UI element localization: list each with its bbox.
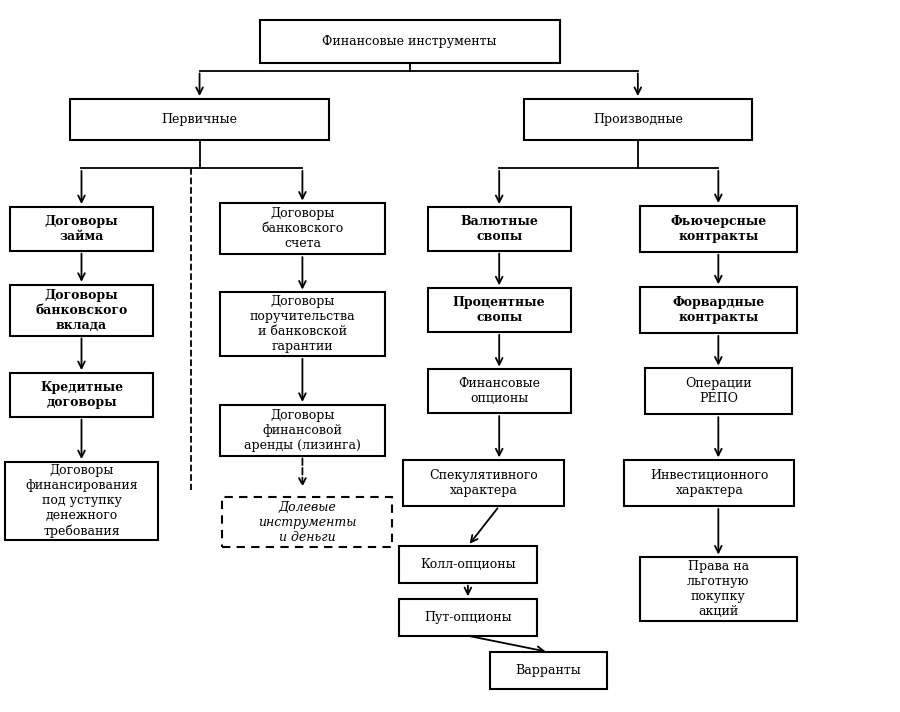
FancyBboxPatch shape [399,599,537,636]
Text: Первичные: Первичные [162,112,238,126]
FancyBboxPatch shape [640,287,796,333]
FancyBboxPatch shape [644,368,792,414]
FancyBboxPatch shape [220,404,385,456]
FancyBboxPatch shape [260,21,560,63]
FancyBboxPatch shape [222,496,392,548]
FancyBboxPatch shape [491,652,607,689]
Text: Производные: Производные [593,112,683,126]
FancyBboxPatch shape [428,288,571,332]
FancyBboxPatch shape [10,285,153,335]
Text: Договоры
финансирования
под уступку
денежного
требования: Договоры финансирования под уступку дене… [25,464,138,538]
FancyBboxPatch shape [640,206,796,252]
Text: Фьючерсные
контракты: Фьючерсные контракты [670,215,767,243]
Text: Финансовые
опционы: Финансовые опционы [458,377,540,405]
Text: Кредитные
договоры: Кредитные договоры [40,381,123,409]
FancyBboxPatch shape [220,204,385,254]
Text: Форвардные
контракты: Форвардные контракты [672,296,764,324]
Text: Спекулятивного
характера: Спекулятивного характера [429,469,538,497]
Text: Валютные
свопы: Валютные свопы [460,215,538,243]
FancyBboxPatch shape [403,460,564,506]
FancyBboxPatch shape [10,207,153,251]
FancyBboxPatch shape [428,207,571,251]
FancyBboxPatch shape [524,99,752,140]
Text: Инвестиционного
характера: Инвестиционного характера [650,469,769,497]
Text: Пут-опционы: Пут-опционы [424,611,512,624]
FancyBboxPatch shape [399,546,537,582]
Text: Договоры
займа: Договоры займа [45,215,118,243]
Text: Договоры
банковского
счета: Договоры банковского счета [261,207,344,251]
FancyBboxPatch shape [5,462,158,540]
Text: Договоры
банковского
вклада: Договоры банковского вклада [35,288,128,332]
FancyBboxPatch shape [625,460,795,506]
Text: Права на
льготную
покупку
акций: Права на льготную покупку акций [687,560,750,618]
Text: Варранты: Варранты [516,664,581,677]
FancyBboxPatch shape [220,293,385,356]
Text: Долевые
инструменты
и деньги: Долевые инструменты и деньги [257,501,356,543]
FancyBboxPatch shape [640,557,796,621]
Text: Договоры
поручительства
и банковской
гарантии: Договоры поручительства и банковской гар… [249,295,356,353]
FancyBboxPatch shape [428,370,571,413]
Text: Колл-опционы: Колл-опционы [420,558,516,571]
Text: Процентные
свопы: Процентные свопы [453,296,545,324]
Text: Договоры
финансовой
аренды (лизинга): Договоры финансовой аренды (лизинга) [244,409,361,451]
FancyBboxPatch shape [70,99,329,140]
Text: Финансовые инструменты: Финансовые инструменты [322,35,497,48]
Text: Операции
РЕПО: Операции РЕПО [685,377,752,405]
FancyBboxPatch shape [10,373,153,417]
